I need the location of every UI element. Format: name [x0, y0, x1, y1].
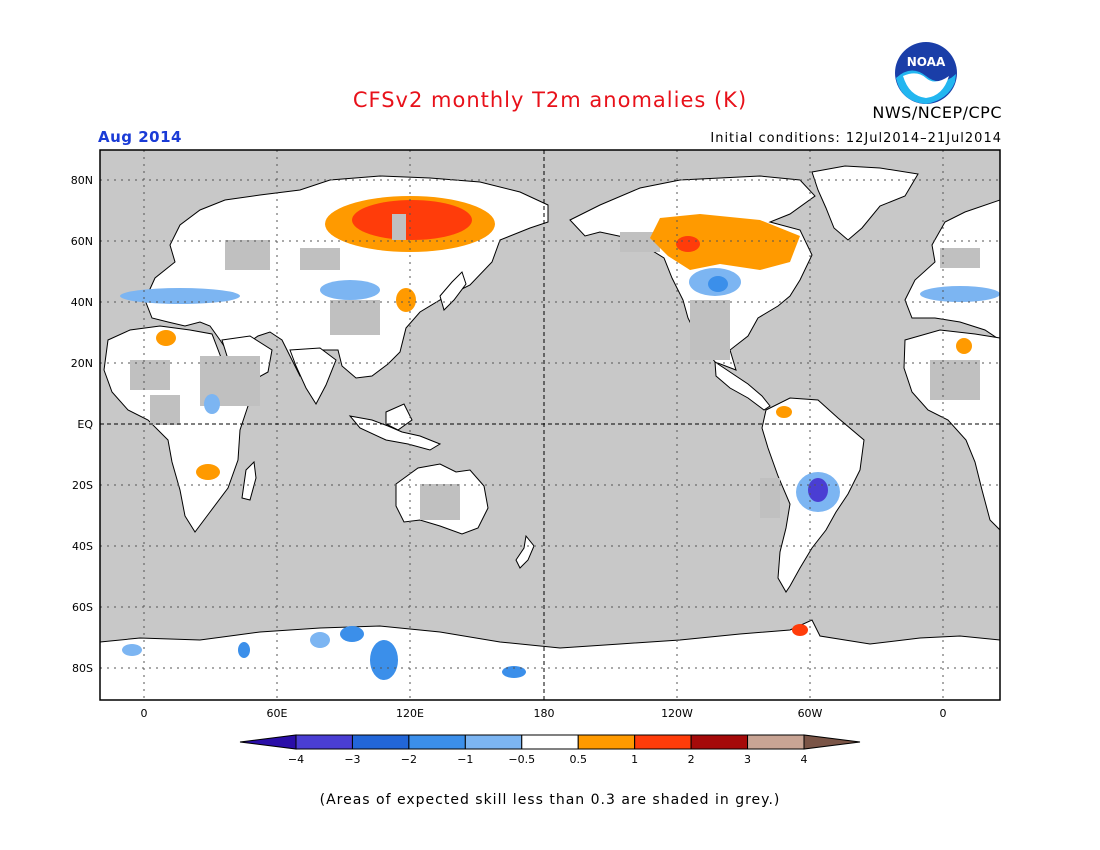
noaa-logo: NOAA — [895, 42, 957, 104]
borneo — [385, 403, 413, 431]
colorbar-label: −3 — [344, 753, 360, 766]
lat-label: 60S — [72, 601, 93, 614]
colorbar-bin — [408, 734, 466, 750]
anomaly-canada-warm — [650, 214, 800, 270]
greenland — [811, 165, 919, 241]
lon-label: 180 — [534, 707, 555, 720]
colorbar-label: −1 — [457, 753, 473, 766]
anomaly-siberia-hot — [352, 200, 472, 240]
colorbar-bin — [295, 734, 353, 750]
colorbar-label: 2 — [688, 753, 695, 766]
anomaly-shading — [120, 196, 1000, 680]
colorbar-label: −0.5 — [508, 753, 535, 766]
initial-conditions: Initial conditions: 12Jul2014–21Jul2014 — [710, 131, 1002, 146]
colorbar-bin — [634, 734, 692, 750]
colorbar-cap-low — [239, 734, 297, 750]
europe-east-repeat — [904, 199, 1000, 341]
colorbar-label: 3 — [744, 753, 751, 766]
lon-label: 0 — [940, 707, 947, 720]
map-frame — [99, 149, 1001, 701]
lat-label: 60N — [71, 235, 93, 248]
lat-label: 40S — [72, 540, 93, 553]
lon-label: 120W — [661, 707, 693, 720]
valid-month: Aug 2014 — [98, 128, 182, 146]
colorbar-bin — [577, 734, 636, 750]
equator-dateline — [100, 150, 1000, 700]
colorbar-label: −2 — [401, 753, 417, 766]
lon-label: 60W — [798, 707, 823, 720]
lat-label: 20S — [72, 479, 93, 492]
india — [289, 347, 337, 406]
noaa-logo-text: NOAA — [907, 55, 946, 69]
lat-label: 40N — [71, 296, 93, 309]
map-title: CFSv2 monthly T2m anomalies (K) — [352, 88, 748, 112]
colorbar-label: 0.5 — [569, 753, 587, 766]
colorbar: −4 −3 −2 −1 −0.5 0.5 1 2 3 4 — [239, 734, 861, 766]
lon-labels: 0 60E 120E 180 120W 60W 0 — [141, 707, 947, 720]
colorbar-bin — [351, 734, 410, 750]
colorbar-bin — [521, 734, 579, 750]
lat-label: 80S — [72, 662, 93, 675]
japan — [439, 271, 467, 311]
lon-label: 60E — [267, 707, 288, 720]
colorbar-cap-high — [803, 734, 861, 750]
lon-label: 120E — [396, 707, 424, 720]
lat-labels: 80N 60N 40N 20N EQ 20S 40S 60S 80S — [71, 174, 94, 675]
colorbar-bin — [464, 734, 523, 750]
colorbar-label: −4 — [288, 753, 304, 766]
lat-label: 20N — [71, 357, 93, 370]
graticule — [100, 150, 1000, 700]
lon-label: 0 — [141, 707, 148, 720]
colorbar-bin — [690, 734, 749, 750]
lat-label: 80N — [71, 174, 93, 187]
anomaly-peninsula-warm — [792, 624, 808, 636]
skill-footnote: (Areas of expected skill less than 0.3 a… — [319, 792, 781, 808]
colorbar-label: 4 — [801, 753, 808, 766]
lat-label: EQ — [77, 418, 93, 431]
anomaly-antarctica-cool — [370, 640, 398, 680]
madagascar — [241, 460, 257, 501]
central-america — [714, 361, 771, 411]
agency-label: NWS/NCEP/CPC — [872, 103, 1002, 122]
colorbar-label: 1 — [631, 753, 638, 766]
colorbar-bin — [747, 734, 805, 750]
